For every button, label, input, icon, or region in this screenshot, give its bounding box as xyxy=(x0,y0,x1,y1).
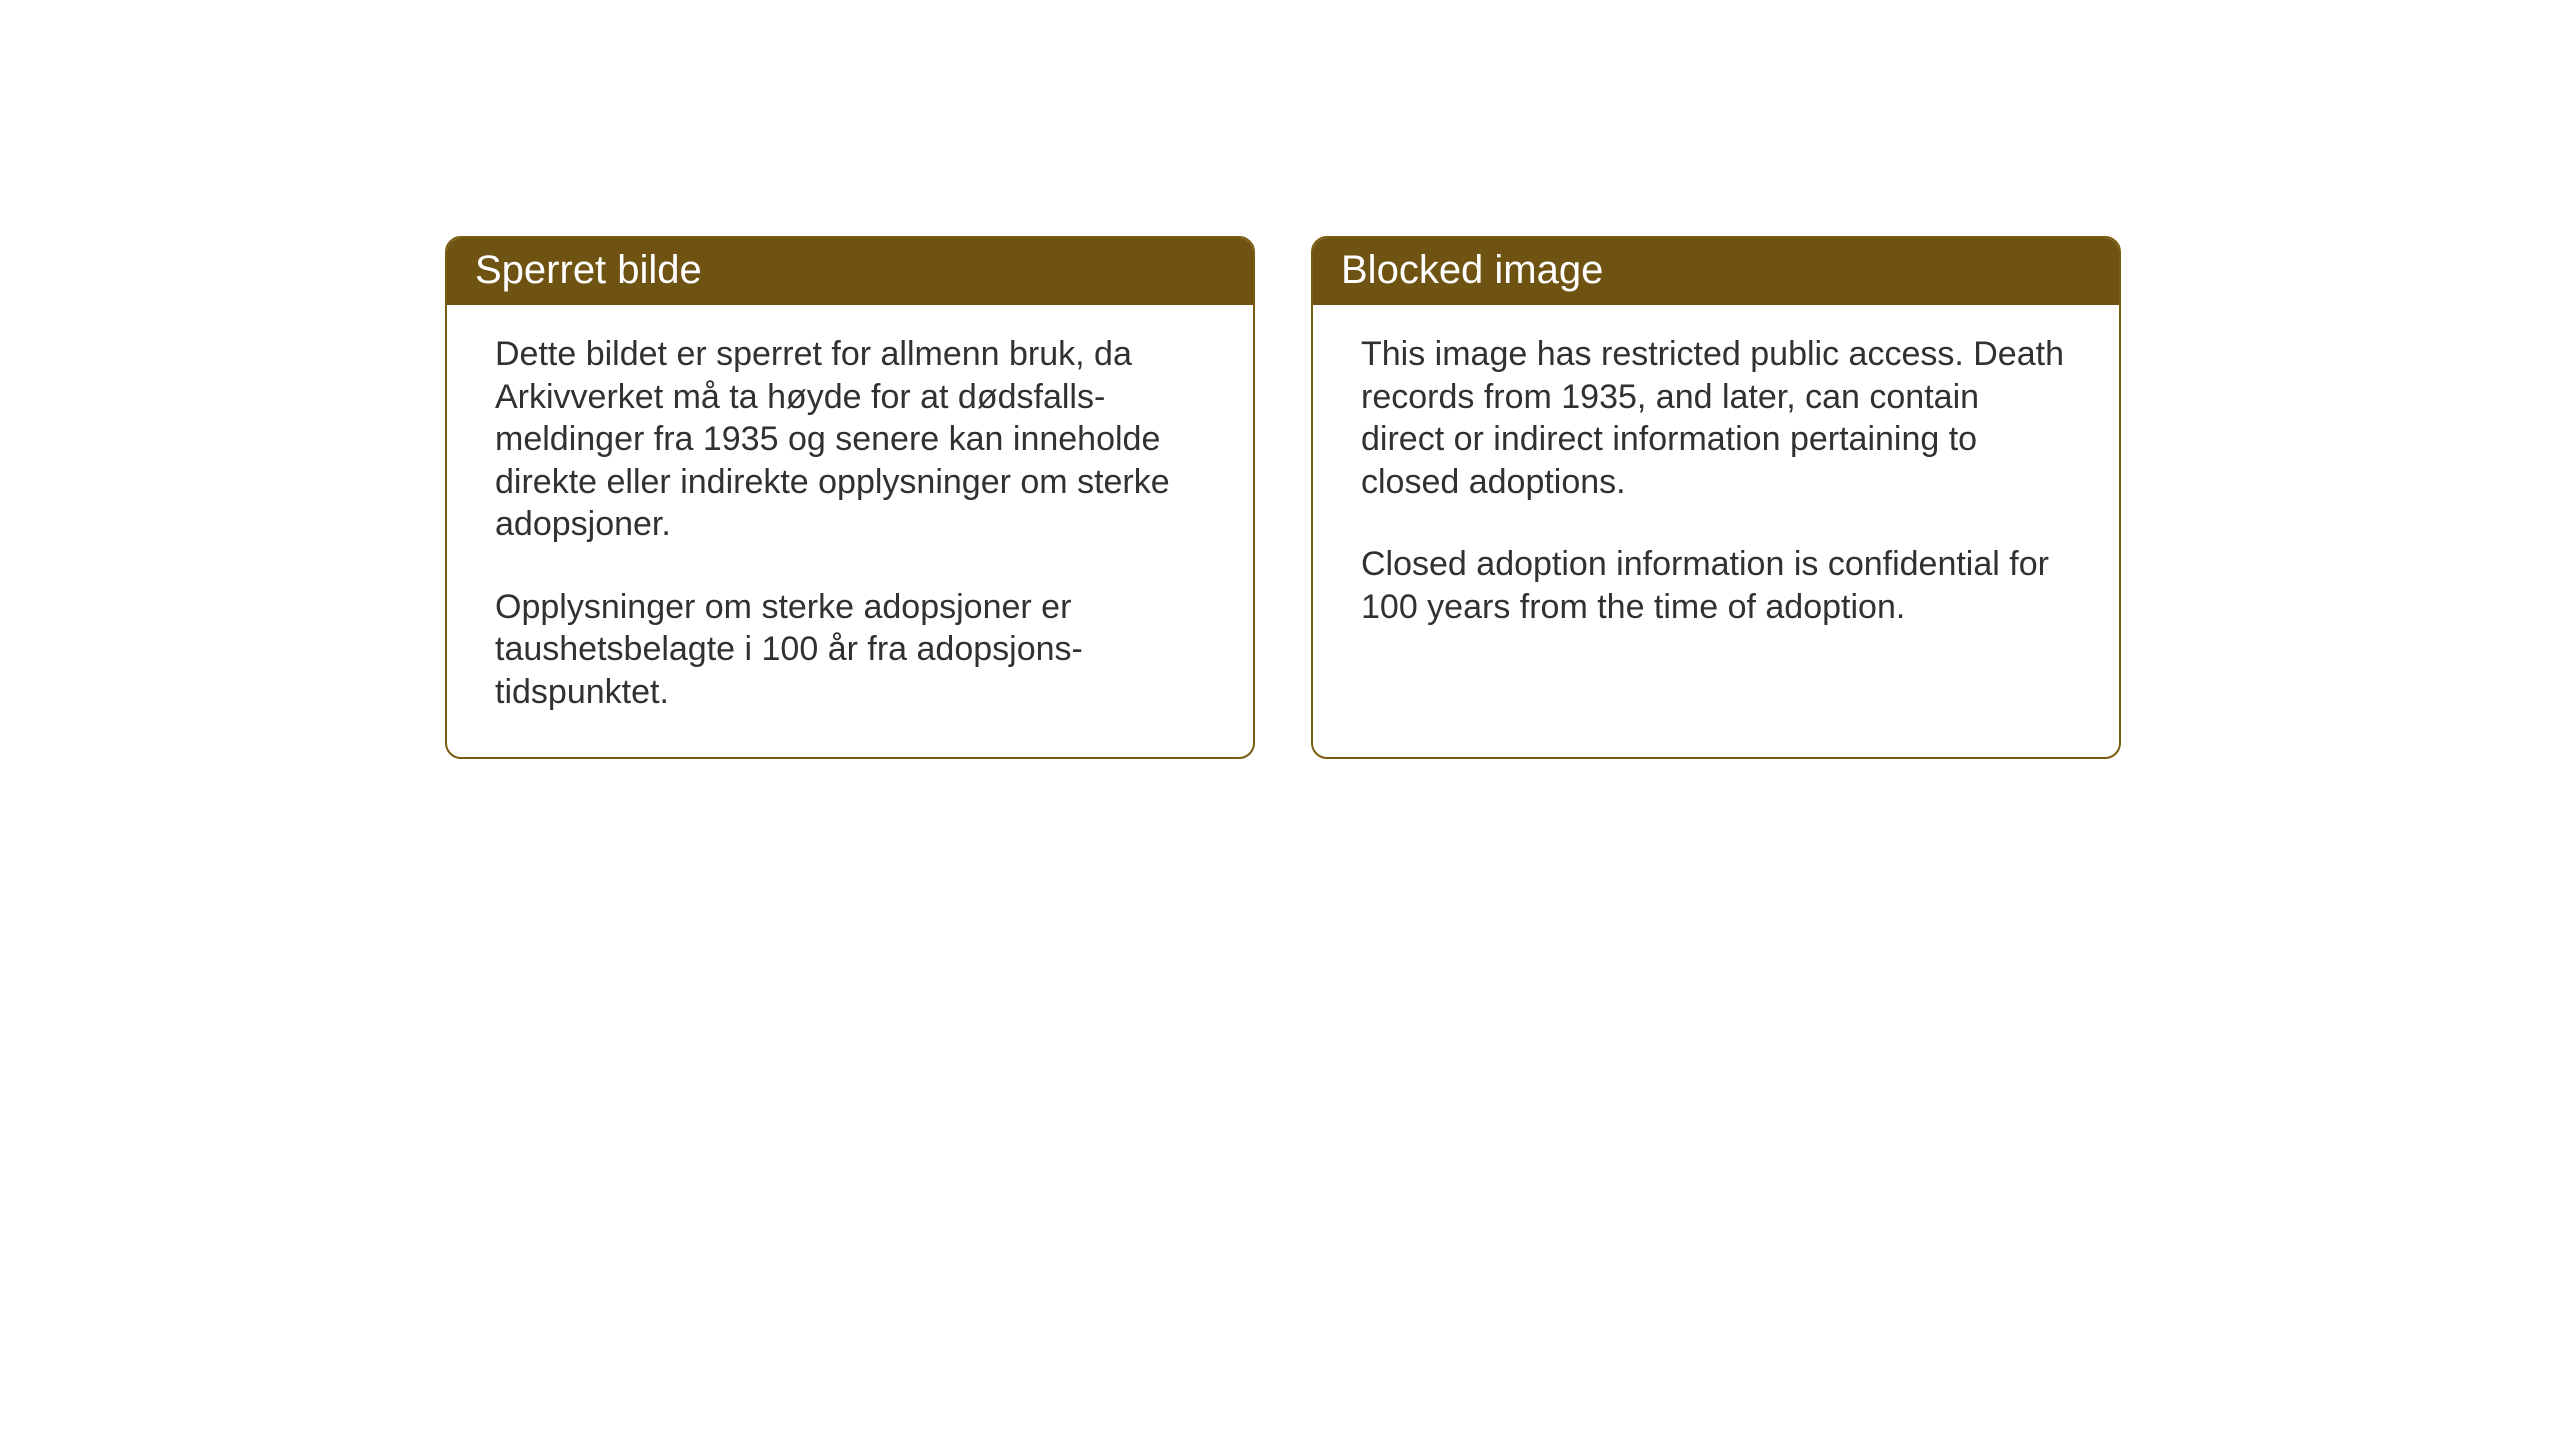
norwegian-card: Sperret bilde Dette bildet er sperret fo… xyxy=(445,236,1255,759)
norwegian-card-body: Dette bildet er sperret for allmenn bruk… xyxy=(447,305,1253,757)
cards-container: Sperret bilde Dette bildet er sperret fo… xyxy=(445,236,2121,759)
english-card-body: This image has restricted public access.… xyxy=(1313,305,2119,672)
norwegian-paragraph-2: Opplysninger om sterke adopsjoner er tau… xyxy=(495,586,1205,714)
english-paragraph-2: Closed adoption information is confident… xyxy=(1361,543,2071,628)
english-paragraph-1: This image has restricted public access.… xyxy=(1361,333,2071,503)
norwegian-paragraph-1: Dette bildet er sperret for allmenn bruk… xyxy=(495,333,1205,546)
english-card: Blocked image This image has restricted … xyxy=(1311,236,2121,759)
norwegian-card-title: Sperret bilde xyxy=(447,238,1253,305)
english-card-title: Blocked image xyxy=(1313,238,2119,305)
